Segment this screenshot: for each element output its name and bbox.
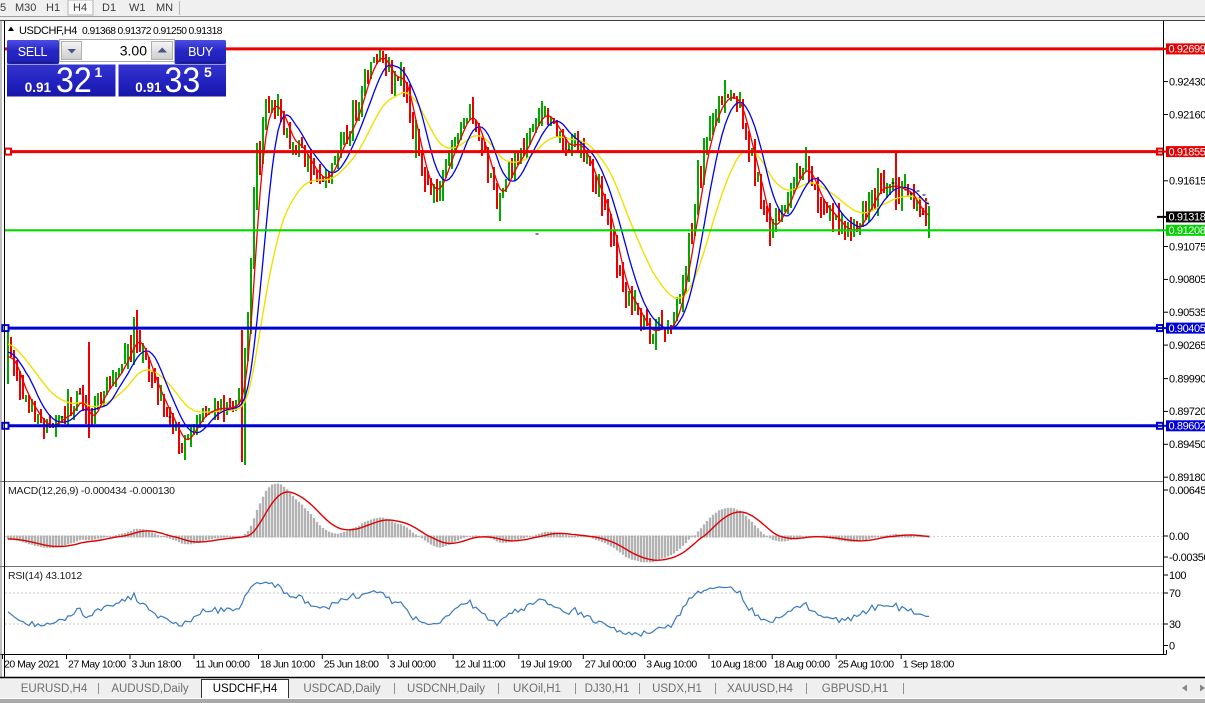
svg-text:0.89180: 0.89180 <box>1169 472 1205 484</box>
svg-text:XAUUSD,H4: XAUUSD,H4 <box>727 683 793 695</box>
svg-text:0.91075: 0.91075 <box>1169 241 1205 253</box>
svg-text:0: 0 <box>1169 640 1175 652</box>
svg-text:0.006451: 0.006451 <box>1169 485 1205 497</box>
svg-text:1 Sep 18:00: 1 Sep 18:00 <box>903 659 955 671</box>
svg-text:H1: H1 <box>46 2 60 14</box>
svg-text:0.91372: 0.91372 <box>118 25 152 37</box>
svg-text:11 Jun 00:00: 11 Jun 00:00 <box>196 659 251 671</box>
svg-text:-0.00350: -0.00350 <box>1169 552 1205 564</box>
svg-text:5: 5 <box>204 64 212 80</box>
svg-text:0.91208: 0.91208 <box>1169 225 1205 237</box>
svg-text:25 Jun 18:00: 25 Jun 18:00 <box>324 659 379 671</box>
svg-text:18 Aug 00:00: 18 Aug 00:00 <box>774 659 831 671</box>
svg-text:1: 1 <box>95 64 103 80</box>
svg-text:0.90405: 0.90405 <box>1169 323 1205 335</box>
svg-text:0.92699: 0.92699 <box>1169 44 1205 56</box>
svg-text:30: 30 <box>1169 619 1181 631</box>
svg-text:0.91: 0.91 <box>25 80 52 95</box>
svg-text:19 Jul 19:00: 19 Jul 19:00 <box>520 659 572 671</box>
svg-text:EURUSD,H4: EURUSD,H4 <box>21 683 88 695</box>
svg-text:3 Jul 00:00: 3 Jul 00:00 <box>390 659 437 671</box>
svg-text:0.92160: 0.92160 <box>1169 109 1205 121</box>
svg-text:USDCHF,H4: USDCHF,H4 <box>19 25 77 37</box>
svg-text:M30: M30 <box>15 2 36 14</box>
svg-text:USDCNH,Daily: USDCNH,Daily <box>407 683 485 695</box>
svg-text:0.91318: 0.91318 <box>1169 212 1205 224</box>
svg-text:3 Aug 10:00: 3 Aug 10:00 <box>646 659 697 671</box>
svg-text:H4: H4 <box>73 2 87 14</box>
svg-text:0.92430: 0.92430 <box>1169 76 1205 88</box>
svg-text:0.91368: 0.91368 <box>82 25 116 37</box>
svg-text:20 May 2021: 20 May 2021 <box>4 659 60 671</box>
svg-text:0.89720: 0.89720 <box>1169 406 1205 418</box>
svg-text:0.90805: 0.90805 <box>1169 274 1205 286</box>
svg-text:25 Aug 10:00: 25 Aug 10:00 <box>838 659 895 671</box>
svg-text:70: 70 <box>1169 588 1181 600</box>
svg-text:GBPUSD,H1: GBPUSD,H1 <box>822 683 888 695</box>
svg-text:MACD(12,26,9) -0.000434 -0.000: MACD(12,26,9) -0.000434 -0.000130 <box>8 485 175 497</box>
svg-text:SELL: SELL <box>18 45 48 59</box>
svg-text:10 Aug 18:00: 10 Aug 18:00 <box>711 659 768 671</box>
svg-text:AUDUSD,Daily: AUDUSD,Daily <box>111 683 189 695</box>
svg-text:0.89450: 0.89450 <box>1169 439 1205 451</box>
svg-text:5: 5 <box>0 2 6 14</box>
svg-text:BUY: BUY <box>188 45 214 59</box>
svg-text:0.89602: 0.89602 <box>1169 421 1205 433</box>
svg-text:27 May 10:00: 27 May 10:00 <box>68 659 126 671</box>
svg-text:RSI(14) 43.1012: RSI(14) 43.1012 <box>8 570 82 582</box>
svg-text:USDCHF,H4: USDCHF,H4 <box>213 683 278 695</box>
svg-text:100: 100 <box>1169 570 1186 582</box>
svg-text:MN: MN <box>156 2 173 14</box>
svg-text:W1: W1 <box>129 2 146 14</box>
svg-text:0.91318: 0.91318 <box>189 25 223 37</box>
svg-text:32: 32 <box>56 62 92 101</box>
svg-text:12 Jul 11:00: 12 Jul 11:00 <box>455 659 506 671</box>
svg-text:D1: D1 <box>102 2 116 14</box>
svg-text:0.91: 0.91 <box>135 80 162 95</box>
svg-text:USDCAD,Daily: USDCAD,Daily <box>303 683 381 695</box>
svg-text:UKOil,H1: UKOil,H1 <box>513 683 561 695</box>
svg-text:3 Jun 18:00: 3 Jun 18:00 <box>132 659 182 671</box>
svg-text:0.90535: 0.90535 <box>1169 307 1205 319</box>
svg-text:27 Jul 00:00: 27 Jul 00:00 <box>585 659 637 671</box>
svg-text:3.00: 3.00 <box>120 43 147 59</box>
svg-text:DJ30,H1: DJ30,H1 <box>585 683 630 695</box>
svg-text:0.91250: 0.91250 <box>153 25 187 37</box>
svg-text:0.89990: 0.89990 <box>1169 373 1205 385</box>
svg-text:33: 33 <box>165 62 201 101</box>
svg-text:18 Jun 10:00: 18 Jun 10:00 <box>260 659 315 671</box>
svg-text:0.00: 0.00 <box>1169 531 1189 543</box>
svg-text:0.90265: 0.90265 <box>1169 340 1205 352</box>
svg-text:USDX,H1: USDX,H1 <box>652 683 702 695</box>
svg-text:0.91615: 0.91615 <box>1169 176 1205 188</box>
svg-text:0.91855: 0.91855 <box>1169 146 1205 158</box>
